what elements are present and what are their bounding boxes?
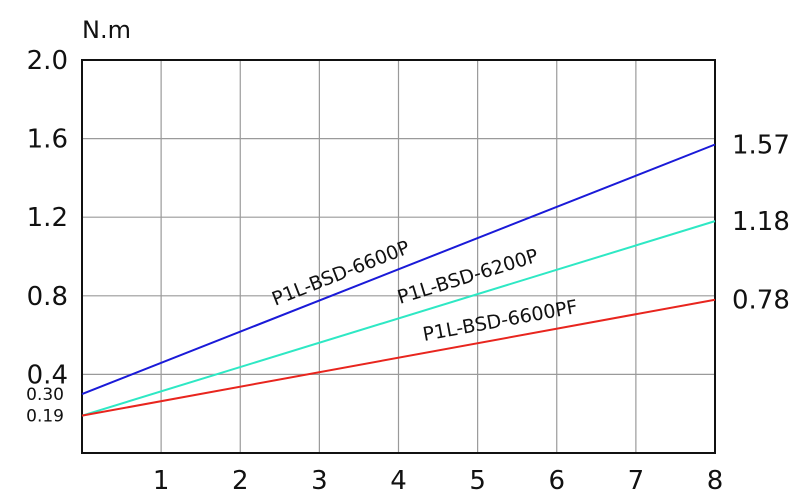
- x-tick-label: 3: [311, 466, 328, 496]
- grid-lines: [82, 60, 715, 453]
- x-tick-label: 1: [153, 466, 170, 496]
- series-label: P1L-BSD-6200P: [395, 245, 541, 309]
- y-axis-unit-label: N.m: [82, 16, 131, 44]
- y-tick-label: 2.0: [27, 46, 68, 76]
- series-line: [81, 298, 716, 417]
- x-tick-label: 7: [628, 466, 645, 496]
- x-axis-ticks: 1 2 3 4 5 6 7 8: [153, 466, 723, 496]
- end-value-labels: 1.57 1.18 0.78: [732, 130, 790, 315]
- y-tick-label: 0.8: [27, 282, 68, 312]
- y-tick-label-small: 0.19: [26, 407, 64, 427]
- series-line: [81, 220, 716, 417]
- y-tick-label: 1.2: [27, 203, 68, 233]
- end-value-label: 1.57: [732, 130, 790, 160]
- y-tick-label: 0.4: [27, 360, 68, 390]
- x-tick-label: 4: [390, 466, 407, 496]
- y-tick-label: 1.6: [27, 125, 68, 155]
- x-tick-label: 8: [707, 466, 724, 496]
- series-label: P1L-BSD-6600P: [269, 237, 413, 311]
- series-lines: [81, 143, 716, 417]
- end-value-label: 0.78: [732, 286, 790, 316]
- y-axis-ticks: 2.0 1.6 1.2 0.8 0.40.300.19: [26, 46, 68, 427]
- x-tick-label: 5: [469, 466, 486, 496]
- x-tick-label: 2: [232, 466, 249, 496]
- y-tick-label-small: 0.30: [26, 385, 64, 405]
- end-value-label: 1.18: [732, 207, 790, 237]
- x-tick-label: 6: [548, 466, 565, 496]
- series-line: [81, 143, 716, 395]
- plot-frame: [81, 59, 716, 454]
